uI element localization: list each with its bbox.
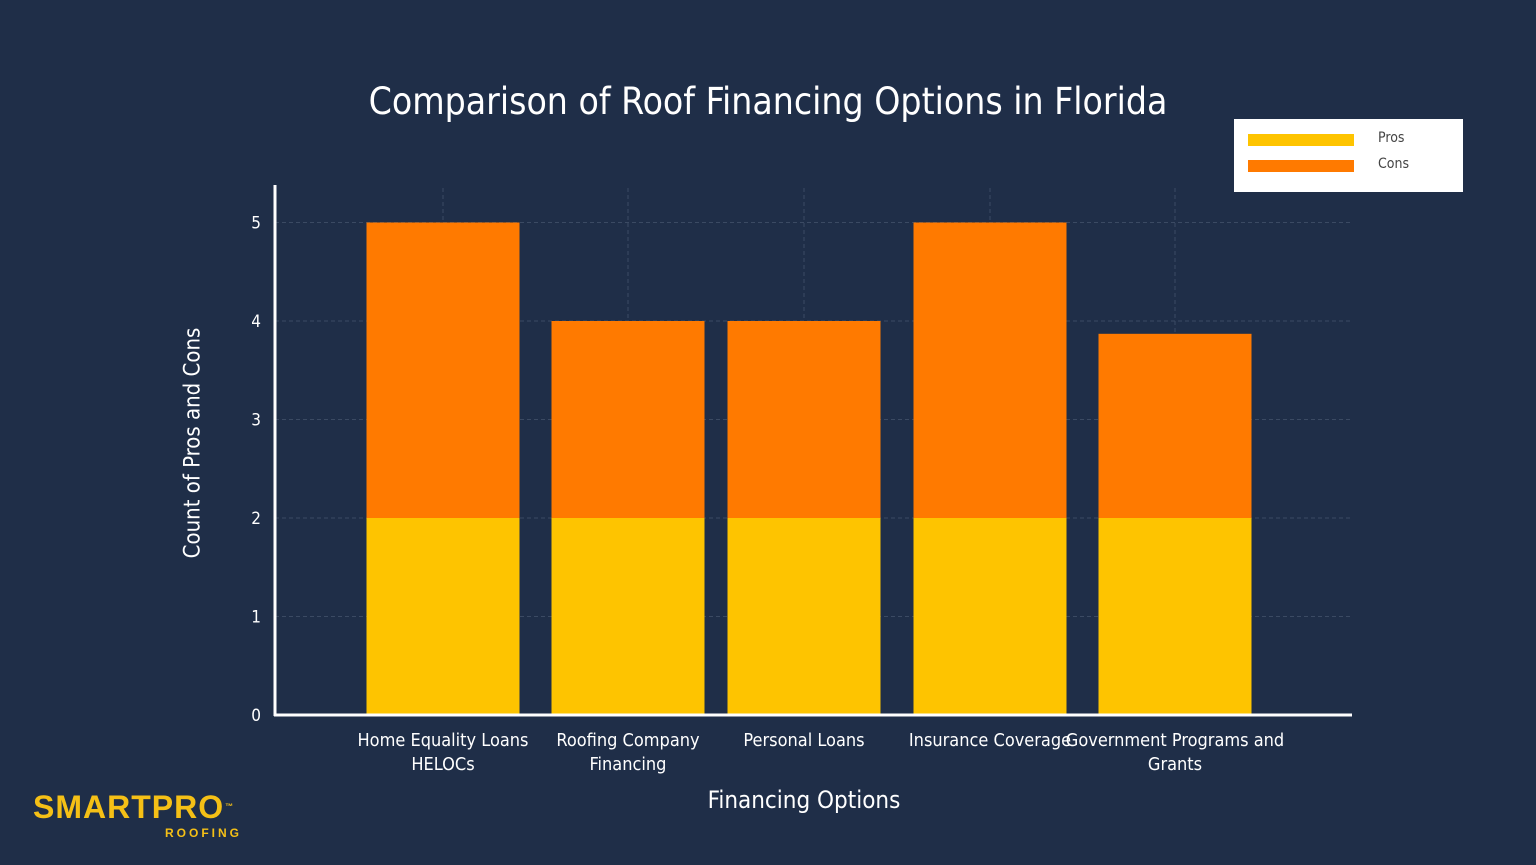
bar-cons-0 (366, 222, 520, 518)
legend-label-cons: Cons (1378, 156, 1410, 172)
bar-pros-1 (551, 518, 705, 715)
y-tick-label: 0 (251, 706, 261, 726)
y-tick-label: 4 (251, 312, 261, 332)
chart-title: Comparison of Roof Financing Options in … (368, 80, 1168, 123)
x-axis-label: Financing Options (707, 786, 901, 814)
logo-name: SMARTPRO (33, 789, 225, 825)
logo-sub: ROOFING (165, 826, 242, 840)
legend: Pros Cons (1234, 119, 1463, 192)
bar-pros-2 (727, 518, 881, 715)
smartpro-logo: SMARTPRO™ ROOFING (33, 789, 239, 840)
x-tick-label: Home Equality Loans (358, 730, 529, 751)
bar-pros-0 (366, 518, 520, 715)
bar-pros-3 (913, 518, 1067, 715)
y-tick-label: 1 (251, 608, 261, 628)
bar-pros-4 (1098, 518, 1252, 715)
x-tick-label: HELOCs (411, 754, 474, 775)
y-tick-label: 3 (251, 411, 261, 431)
bar-cons-4 (1098, 333, 1252, 518)
y-tick-label: 5 (251, 214, 261, 234)
x-tick-label: Financing (590, 754, 667, 775)
legend-label-pros: Pros (1378, 130, 1405, 146)
legend-swatch-cons (1248, 160, 1354, 172)
y-tick-label: 2 (251, 509, 261, 529)
y-axis-label: Count of Pros and Cons (180, 327, 206, 559)
logo-tm: ™ (225, 802, 235, 811)
bar-cons-2 (727, 321, 881, 518)
bar-cons-1 (551, 321, 705, 518)
bar-cons-3 (913, 222, 1067, 518)
x-tick-label: Insurance Coverage (909, 730, 1071, 751)
legend-swatch-pros (1248, 134, 1354, 146)
x-tick-label: Personal Loans (743, 730, 864, 751)
x-tick-label: Government Programs and (1066, 730, 1284, 751)
x-tick-label: Grants (1148, 754, 1202, 775)
x-tick-label: Roofing Company (556, 730, 700, 751)
